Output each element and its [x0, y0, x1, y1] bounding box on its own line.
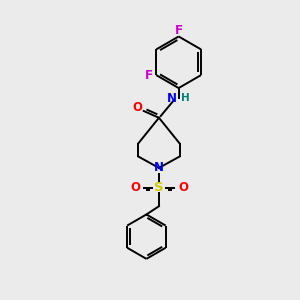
Text: N: N [154, 161, 164, 174]
Text: S: S [154, 181, 164, 194]
Text: N: N [167, 92, 177, 105]
Text: O: O [178, 181, 188, 194]
Text: F: F [175, 23, 183, 37]
Text: H: H [181, 93, 190, 103]
Text: F: F [145, 69, 153, 82]
Text: O: O [130, 181, 140, 194]
Text: O: O [133, 100, 142, 113]
